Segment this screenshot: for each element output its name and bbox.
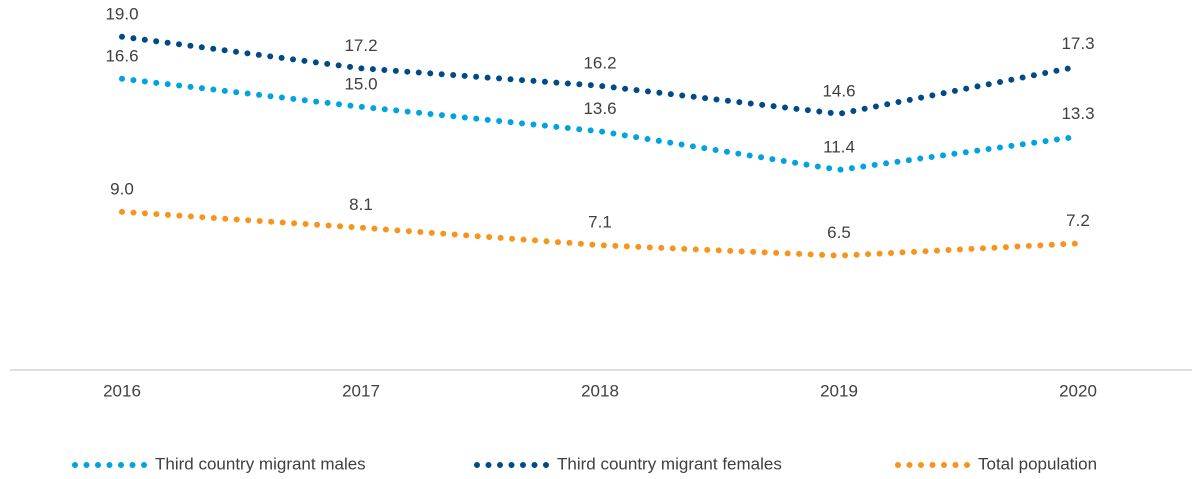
data-label: 19.0 [105,4,138,23]
legend-label: Third country migrant males [155,454,366,473]
data-line [119,208,1081,259]
legend-label: Total population [978,454,1097,473]
data-label: 15.0 [344,74,377,93]
x-tick-label: 2018 [581,381,619,400]
legend-label: Third country migrant females [557,454,782,473]
x-tick-label: 2017 [342,381,380,400]
data-label: 14.6 [822,81,855,100]
data-label: 6.5 [827,223,851,242]
data-label: 16.2 [583,53,616,72]
data-label: 13.6 [583,99,616,118]
data-line [119,75,1081,173]
data-label: 11.4 [823,137,855,156]
data-line [119,33,1081,117]
x-tick-label: 2020 [1059,381,1097,400]
data-label: 9.0 [110,179,134,198]
data-label: 13.3 [1061,104,1094,123]
data-label: 17.2 [344,36,377,55]
x-tick-label: 2016 [103,381,141,400]
x-tick-label: 2019 [820,381,858,400]
data-label: 8.1 [349,195,373,214]
data-label: 17.3 [1061,34,1094,53]
data-label: 16.6 [105,46,138,65]
data-label: 7.1 [588,213,612,232]
data-label: 7.2 [1066,211,1090,230]
